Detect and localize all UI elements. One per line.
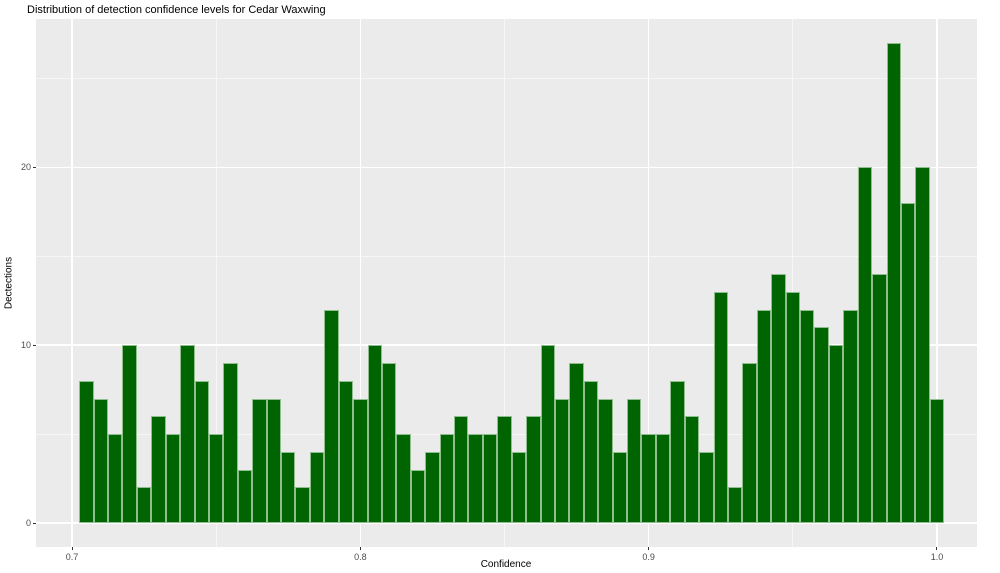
histogram-bar [497,416,512,523]
histogram-bar [670,380,685,523]
histogram-bar [79,380,94,523]
y-tick-label: 0 [25,518,31,528]
histogram-bar [641,434,656,523]
y-axis-title: Dectections [3,256,15,310]
histogram-bar [165,434,181,523]
histogram-bar [915,167,930,523]
histogram-bar [309,451,325,523]
histogram-bar [756,309,772,523]
x-major-gridline [936,19,938,547]
histogram-bar [771,274,786,523]
x-tick-mark [71,547,73,550]
histogram-bar [108,434,123,523]
x-tick-mark [936,547,938,550]
x-major-gridline [71,19,73,547]
histogram-bar [281,451,296,523]
histogram-bar [482,434,498,523]
histogram-bar [785,291,801,523]
histogram-bar [526,416,541,523]
histogram-bar [252,398,267,523]
histogram-bar [396,434,411,523]
histogram-bar [814,327,829,523]
x-major-gridline [359,19,362,547]
histogram-bar [828,345,844,523]
histogram-bar [612,451,628,523]
histogram-bar [583,380,599,523]
histogram-bar [237,469,253,523]
x-minor-gridline [792,19,794,547]
x-tick-label: 0.8 [354,552,367,562]
histogram-bar [627,398,642,523]
y-tick-label: 10 [20,340,31,351]
x-tick-mark [648,547,650,550]
histogram-bar [367,345,382,523]
x-tick-label: 0.7 [65,552,79,562]
chart-title: Distribution of detection confidence lev… [27,4,326,16]
x-tick-label: 1.0 [930,552,944,562]
histogram-bar [857,167,873,523]
y-major-gridline [36,166,977,169]
y-minor-gridline [36,255,977,257]
y-major-gridline [36,522,977,524]
histogram-bar [295,487,310,523]
histogram-bar [727,487,743,523]
histogram-bar [742,363,757,523]
histogram-bar [511,451,527,523]
histogram-bar [266,398,282,523]
x-axis-title: Confidence [480,559,532,570]
y-tick-mark [33,344,36,346]
histogram-bar [468,434,483,523]
x-tick-label: 0.9 [642,552,655,562]
histogram-bar [900,203,916,523]
chart-panel [36,19,977,547]
histogram-bar [929,398,945,523]
y-tick-label: 20 [20,162,31,173]
histogram-bar [410,469,426,523]
histogram-bar [684,416,700,523]
histogram-bar [180,345,195,523]
y-tick-mark [33,166,36,168]
histogram-bar [843,309,858,523]
y-major-gridline [36,344,977,346]
histogram-bar [338,380,354,523]
histogram-bar [454,416,469,523]
histogram-bar [540,345,555,523]
histogram-bar [122,345,137,523]
x-minor-gridline [504,19,505,547]
histogram-bar [93,398,109,523]
histogram-bar [713,291,728,523]
histogram-bar [886,43,901,523]
histogram-bar [381,363,397,523]
histogram-bar [699,451,714,523]
histogram-bar [194,380,209,523]
histogram-bar [208,434,224,523]
histogram-bar [598,398,613,523]
x-major-gridline [647,19,650,547]
histogram-bar [136,487,152,523]
histogram-bar [151,416,166,523]
histogram-bar [223,363,238,523]
histogram-bar [324,309,339,523]
histogram-bar [872,274,887,523]
histogram-bar [353,398,368,523]
x-tick-mark [359,547,361,550]
x-minor-gridline [215,19,217,547]
histogram-bar [425,451,440,523]
histogram-bar [800,309,815,523]
histogram-bar [554,398,570,523]
histogram-bar [439,434,455,523]
histogram-bar [655,434,671,523]
y-tick-mark [33,522,36,524]
y-minor-gridline [36,78,977,80]
histogram-bar [569,363,584,523]
